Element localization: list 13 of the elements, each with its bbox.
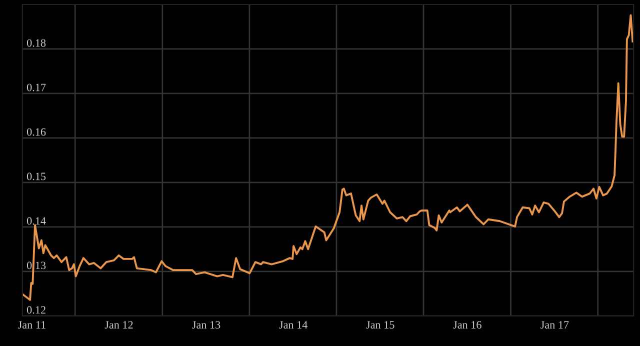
x-tick-label: Jan 13 [192,321,220,329]
x-tick-label: Jan 12 [104,321,133,329]
x-tick-label: Jan 11 [18,321,46,329]
x-tick-label: Jan 15 [366,321,394,329]
y-tick-label: 0.15 [26,172,46,180]
x-tick-label: Jan 17 [540,321,569,329]
x-tick-label: Jan 14 [279,321,308,329]
y-tick-label: 0.16 [26,128,46,136]
x-tick-label: Jan 16 [453,321,482,329]
y-tick-label: 0.12 [26,306,46,314]
y-tick-label: 0.18 [26,39,46,47]
y-tick-label: 0.14 [26,217,46,225]
y-tick-label: 0.17 [26,84,46,92]
